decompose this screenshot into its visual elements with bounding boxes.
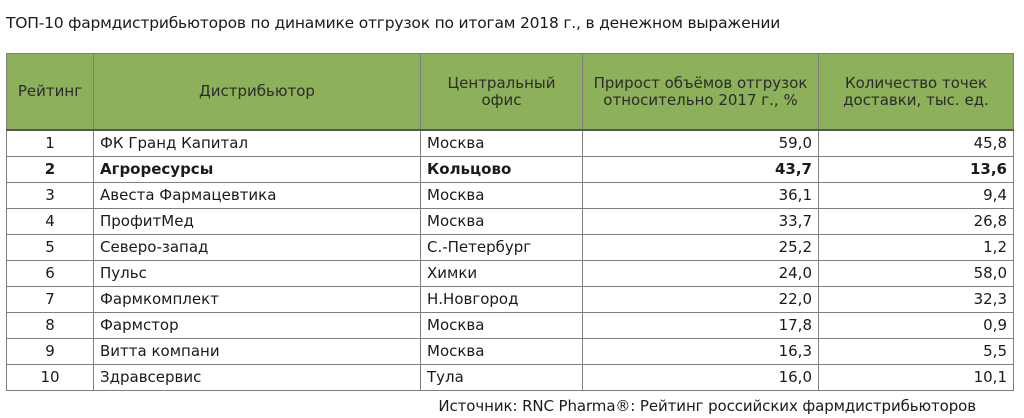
- cell-distributor: Витта компани: [93, 338, 421, 365]
- cell-distributor: ФК Гранд Капитал: [93, 129, 421, 157]
- cell-rank: 3: [6, 182, 94, 209]
- cell-distributor: Фармстор: [93, 312, 421, 339]
- cell-growth: 25,2: [582, 234, 819, 261]
- table-row: 1 ФК Гранд Капитал Москва 59,0 45,8: [6, 129, 1014, 157]
- cell-distributor: Фармкомплект: [93, 286, 421, 313]
- source-note: Источник: RNC Pharma®: Рейтинг российски…: [438, 397, 976, 415]
- cell-rank: 8: [6, 312, 94, 339]
- table-row: 7 Фармкомплект Н.Новгород 22,0 32,3: [6, 286, 1014, 313]
- cell-growth: 59,0: [582, 129, 819, 157]
- cell-distributor: Агроресурсы: [93, 156, 421, 183]
- header-office: Центральный офис: [420, 53, 583, 131]
- cell-office: Тула: [420, 364, 583, 391]
- cell-rank: 9: [6, 338, 94, 365]
- cell-distributor: Северо-запад: [93, 234, 421, 261]
- table-title: ТОП-10 фармдистрибьюторов по динамике от…: [6, 14, 781, 32]
- cell-points: 26,8: [818, 208, 1014, 235]
- cell-points: 9,4: [818, 182, 1014, 209]
- cell-rank: 4: [6, 208, 94, 235]
- cell-points: 32,3: [818, 286, 1014, 313]
- table-body: 1 ФК Гранд Капитал Москва 59,0 45,8 2 Агроресу…: [6, 129, 1014, 391]
- table-row: 5 Северо-запад С.-Петербург 25,2 1,2: [6, 234, 1014, 261]
- cell-distributor: Авеста Фармацевтика: [93, 182, 421, 209]
- cell-office: Москва: [420, 129, 583, 157]
- cell-points: 13,6: [818, 156, 1014, 183]
- cell-growth: 22,0: [582, 286, 819, 313]
- cell-growth: 16,0: [582, 364, 819, 391]
- distributors-table: Рейтинг Дистрибьютор Центральный офис Пр…: [6, 53, 1014, 391]
- cell-growth: 17,8: [582, 312, 819, 339]
- cell-rank: 2: [6, 156, 94, 183]
- cell-office: Н.Новгород: [420, 286, 583, 313]
- cell-growth: 33,7: [582, 208, 819, 235]
- cell-points: 0,9: [818, 312, 1014, 339]
- cell-office: Кольцово: [420, 156, 583, 183]
- table-row: 10 Здравсервис Тула 16,0 10,1: [6, 364, 1014, 391]
- cell-points: 45,8: [818, 129, 1014, 157]
- table-row: 8 Фармстор Москва 17,8 0,9: [6, 312, 1014, 339]
- cell-rank: 6: [6, 260, 94, 287]
- cell-office: Москва: [420, 208, 583, 235]
- cell-points: 5,5: [818, 338, 1014, 365]
- cell-office: С.-Петербург: [420, 234, 583, 261]
- cell-growth: 36,1: [582, 182, 819, 209]
- table-header-row: Рейтинг Дистрибьютор Центральный офис Пр…: [6, 53, 1014, 131]
- cell-distributor: ПрофитМед: [93, 208, 421, 235]
- cell-office: Химки: [420, 260, 583, 287]
- table-row: 4 ПрофитМед Москва 33,7 26,8: [6, 208, 1014, 235]
- cell-rank: 10: [6, 364, 94, 391]
- table-row: 6 Пульс Химки 24,0 58,0: [6, 260, 1014, 287]
- cell-office: Москва: [420, 312, 583, 339]
- cell-office: Москва: [420, 338, 583, 365]
- cell-rank: 7: [6, 286, 94, 313]
- cell-growth: 16,3: [582, 338, 819, 365]
- cell-rank: 5: [6, 234, 94, 261]
- cell-points: 58,0: [818, 260, 1014, 287]
- header-rank: Рейтинг: [6, 53, 94, 131]
- cell-points: 1,2: [818, 234, 1014, 261]
- cell-distributor: Пульс: [93, 260, 421, 287]
- table-row: 2 Агроресурсы Кольцово 43,7 13,6: [6, 156, 1014, 183]
- cell-distributor: Здравсервис: [93, 364, 421, 391]
- header-points: Количество точек доставки, тыс. ед.: [818, 53, 1014, 131]
- cell-points: 10,1: [818, 364, 1014, 391]
- header-distributor: Дистрибьютор: [93, 53, 421, 131]
- cell-growth: 43,7: [582, 156, 819, 183]
- cell-office: Москва: [420, 182, 583, 209]
- table-row: 9 Витта компани Москва 16,3 5,5: [6, 338, 1014, 365]
- cell-growth: 24,0: [582, 260, 819, 287]
- header-growth: Прирост объёмов отгрузок относительно 20…: [582, 53, 819, 131]
- table-row: 3 Авеста Фармацевтика Москва 36,1 9,4: [6, 182, 1014, 209]
- cell-rank: 1: [6, 129, 94, 157]
